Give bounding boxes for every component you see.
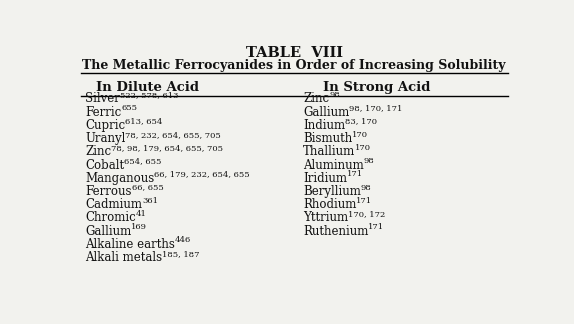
Text: 83, 170: 83, 170: [345, 118, 377, 125]
Text: Gallium: Gallium: [303, 106, 350, 119]
Text: 78, 98, 179, 654, 655, 705: 78, 98, 179, 654, 655, 705: [111, 144, 223, 152]
Text: Zinc: Zinc: [85, 145, 111, 158]
Text: 98, 170, 171: 98, 170, 171: [350, 104, 403, 112]
Text: In Dilute Acid: In Dilute Acid: [96, 81, 199, 94]
Text: 170: 170: [355, 144, 371, 152]
Text: 78, 232, 654, 655, 705: 78, 232, 654, 655, 705: [126, 131, 221, 139]
Text: Zinc: Zinc: [303, 92, 329, 106]
Text: 170, 172: 170, 172: [348, 210, 386, 218]
Text: 171: 171: [356, 197, 373, 205]
Text: Ferric: Ferric: [85, 106, 121, 119]
Text: Cobalt: Cobalt: [85, 159, 124, 172]
Text: 446: 446: [175, 237, 191, 244]
Text: 171: 171: [347, 170, 363, 178]
Text: Ruthenium: Ruthenium: [303, 225, 369, 238]
Text: 361: 361: [142, 197, 158, 205]
Text: Aluminum: Aluminum: [303, 159, 364, 172]
Text: Yttrium: Yttrium: [303, 212, 348, 225]
Text: TABLE  VIII: TABLE VIII: [246, 46, 343, 60]
Text: Iridium: Iridium: [303, 172, 347, 185]
Text: 170: 170: [352, 131, 369, 139]
Text: 98: 98: [361, 184, 372, 191]
Text: Manganous: Manganous: [85, 172, 154, 185]
Text: Thallium: Thallium: [303, 145, 355, 158]
Text: 522, 578, 613: 522, 578, 613: [120, 91, 179, 99]
Text: Indium: Indium: [303, 119, 345, 132]
Text: 41: 41: [136, 210, 147, 218]
Text: 655: 655: [121, 104, 137, 112]
Text: 66, 655: 66, 655: [131, 184, 164, 191]
Text: Silver: Silver: [85, 92, 120, 106]
Text: Gallium: Gallium: [85, 225, 131, 238]
Text: Beryllium: Beryllium: [303, 185, 361, 198]
Text: The Metallic Ferrocyanides in Order of Increasing Solubility: The Metallic Ferrocyanides in Order of I…: [83, 59, 506, 72]
Text: Cadmium: Cadmium: [85, 198, 142, 211]
Text: Ferrous: Ferrous: [85, 185, 131, 198]
Text: 654, 655: 654, 655: [124, 157, 162, 165]
Text: Uranyl: Uranyl: [85, 132, 126, 145]
Text: Bismuth: Bismuth: [303, 132, 352, 145]
Text: 185, 187: 185, 187: [162, 250, 200, 258]
Text: 613, 654: 613, 654: [125, 118, 162, 125]
Text: Alkali metals: Alkali metals: [85, 251, 162, 264]
Text: 98: 98: [329, 91, 340, 99]
Text: Alkaline earths: Alkaline earths: [85, 238, 175, 251]
Text: 98: 98: [364, 157, 375, 165]
Text: 171: 171: [369, 223, 385, 231]
Text: 66, 179, 232, 654, 655: 66, 179, 232, 654, 655: [154, 170, 250, 178]
Text: 169: 169: [131, 223, 148, 231]
Text: In Strong Acid: In Strong Acid: [323, 81, 430, 94]
Text: Cupric: Cupric: [85, 119, 125, 132]
Text: Chromic: Chromic: [85, 212, 136, 225]
Text: Rhodium: Rhodium: [303, 198, 356, 211]
